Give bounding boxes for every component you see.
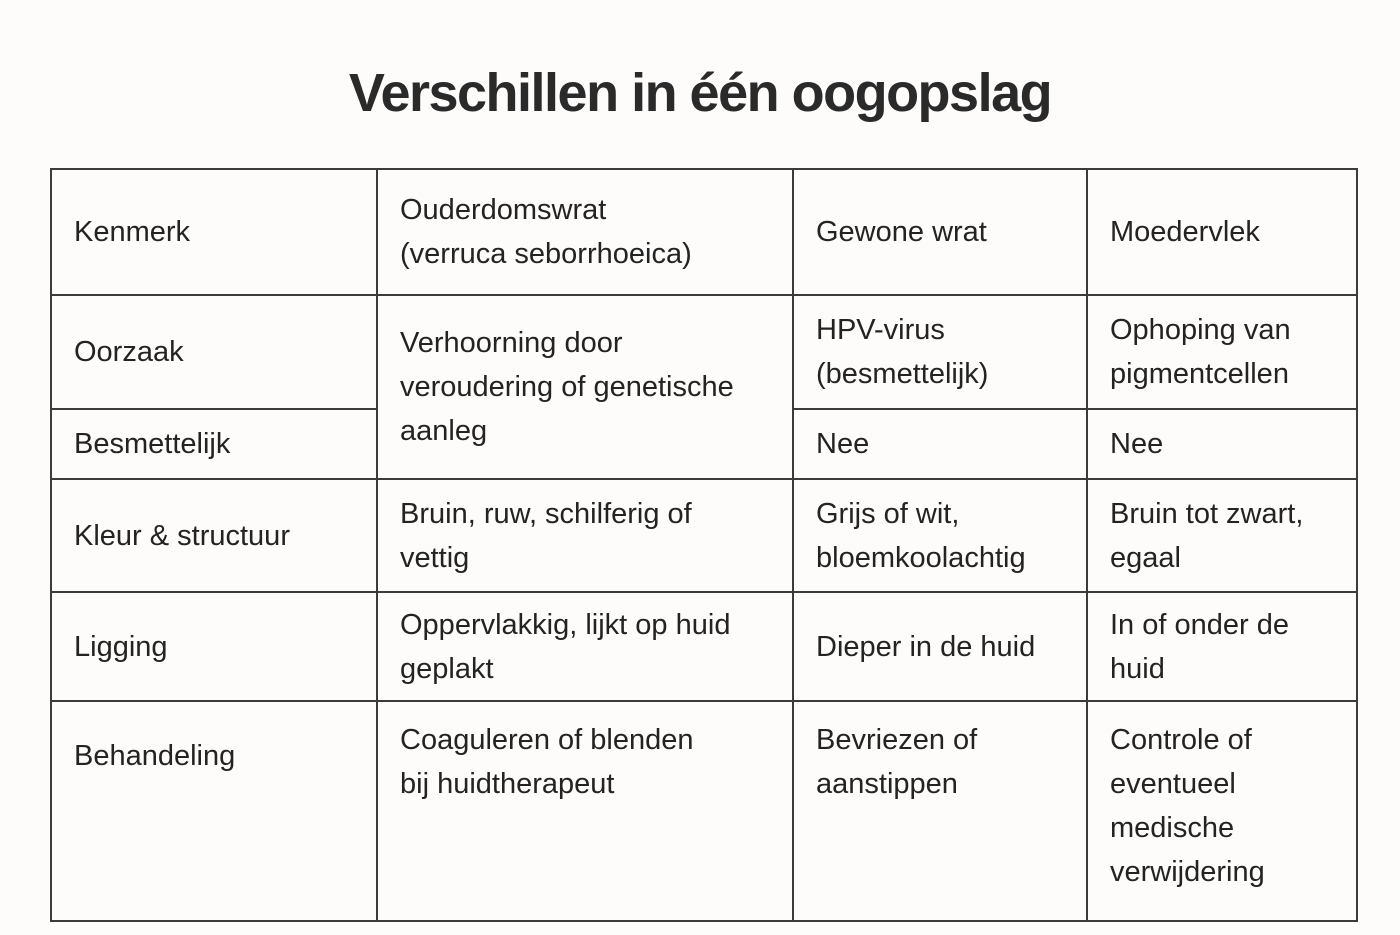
cell-behandeling-gewone-wrat: Bevriezen of aanstippen bbox=[792, 700, 1088, 922]
table-row-behandeling: Behandeling Coaguleren of blenden bij hu… bbox=[50, 700, 1358, 922]
table-header-row: Kenmerk Ouderdomswrat (verruca seborrhoe… bbox=[50, 168, 1358, 296]
page-title: Verschillen in één oogopslag bbox=[348, 63, 1053, 123]
cell-besmettelijk-gewone-wrat: Nee bbox=[792, 408, 1088, 480]
column-header-gewone-wrat: Gewone wrat bbox=[792, 168, 1088, 296]
table-row-oorzaak: Oorzaak Verhoorning door veroudering of … bbox=[50, 294, 1358, 480]
cell-kleur-ouderdomswrat: Bruin, ruw, schilferig of vettig bbox=[376, 478, 794, 593]
cell-ligging-ouderdomswrat: Oppervlakkig, lijkt op huid geplakt bbox=[376, 591, 794, 702]
cell-oorzaak-gewone-wrat: HPV-virus (besmettelijk) bbox=[792, 294, 1088, 410]
cell-besmettelijk-moedervlek: Nee bbox=[1086, 408, 1358, 480]
comparison-table: Kenmerk Ouderdomswrat (verruca seborrhoe… bbox=[50, 168, 1358, 922]
cell-behandeling-ouderdomswrat: Coaguleren of blenden bij huidtherapeut bbox=[376, 700, 794, 922]
cell-ligging-gewone-wrat: Dieper in de huid bbox=[792, 591, 1088, 702]
row-label-ligging: Ligging bbox=[50, 591, 378, 702]
cell-behandeling-moedervlek: Controle of eventueel medische verwijder… bbox=[1086, 700, 1358, 922]
row-label-besmettelijk: Besmettelijk bbox=[50, 408, 378, 480]
row-label-behandeling: Behandeling bbox=[50, 700, 378, 922]
cell-ligging-moedervlek: In of onder de huid bbox=[1086, 591, 1358, 702]
table-row-kleur-structuur: Kleur & structuur Bruin, ruw, schilferig… bbox=[50, 478, 1358, 593]
column-header-moedervlek: Moedervlek bbox=[1086, 168, 1358, 296]
table-row-besmettelijk: Besmettelijk Nee Nee bbox=[50, 408, 1358, 480]
cell-oorzaak-ouderdomswrat: Verhoorning door veroudering of genetisc… bbox=[376, 294, 794, 480]
cell-kleur-gewone-wrat: Grijs of wit, bloemkoolachtig bbox=[792, 478, 1088, 593]
column-header-ouderdomswrat: Ouderdomswrat (verruca seborrhoeica) bbox=[376, 168, 794, 296]
column-header-kenmerk: Kenmerk bbox=[50, 168, 378, 296]
table-row-ligging: Ligging Oppervlakkig, lijkt op huid gepl… bbox=[50, 591, 1358, 702]
row-label-kleur-structuur: Kleur & structuur bbox=[50, 478, 378, 593]
cell-kleur-moedervlek: Bruin tot zwart, egaal bbox=[1086, 478, 1358, 593]
cell-oorzaak-moedervlek: Ophoping van pigmentcellen bbox=[1086, 294, 1358, 410]
row-label-oorzaak: Oorzaak bbox=[50, 294, 378, 410]
